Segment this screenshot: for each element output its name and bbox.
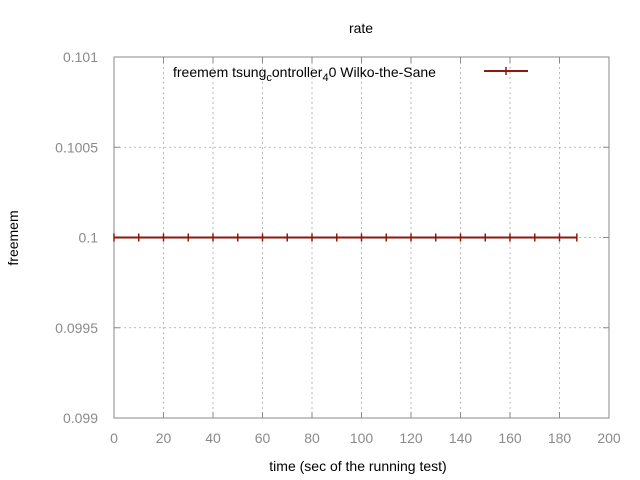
legend-label-part-1: freemem tsung [173, 64, 266, 80]
y-tick-label: 0.1 [79, 230, 99, 246]
legend-label-part-5: 0 Wilko-the-Sane [329, 64, 437, 80]
x-tick-label: 120 [399, 430, 423, 446]
x-tick-label: 180 [548, 430, 572, 446]
x-tick-label: 0 [110, 430, 118, 446]
x-axis-label: time (sec of the running test) [269, 458, 446, 474]
x-tick-label: 100 [350, 430, 374, 446]
x-tick-label: 80 [304, 430, 320, 446]
x-tick-label: 160 [498, 430, 522, 446]
y-tick-label: 0.101 [63, 49, 98, 65]
x-tick-label: 200 [597, 430, 621, 446]
x-tick-label: 140 [449, 430, 473, 446]
x-tick-label: 20 [156, 430, 172, 446]
y-axis: 0.099 0.0995 0.1 0.1005 0.101 [55, 49, 609, 426]
y-tick-label: 0.099 [63, 410, 98, 426]
x-tick-label: 60 [255, 430, 271, 446]
legend: freemem tsungcontroller40 Wilko-the-Sane [173, 64, 528, 84]
legend-label-part-2: c [266, 72, 272, 84]
x-axis: 0 20 40 60 80 100 120 140 160 180 200 [110, 57, 621, 446]
series-freemem [113, 233, 578, 242]
legend-label-part-3: ontroller [272, 64, 323, 80]
y-tick-label: 0.1005 [55, 139, 98, 155]
x-tick-label: 40 [205, 430, 221, 446]
y-tick-label: 0.0995 [55, 320, 98, 336]
y-axis-label: freemem [5, 210, 21, 265]
legend-label-part-4: 4 [322, 72, 328, 84]
legend-label: freemem tsungcontroller40 Wilko-the-Sane [173, 64, 436, 84]
chart-title: rate [349, 20, 373, 36]
